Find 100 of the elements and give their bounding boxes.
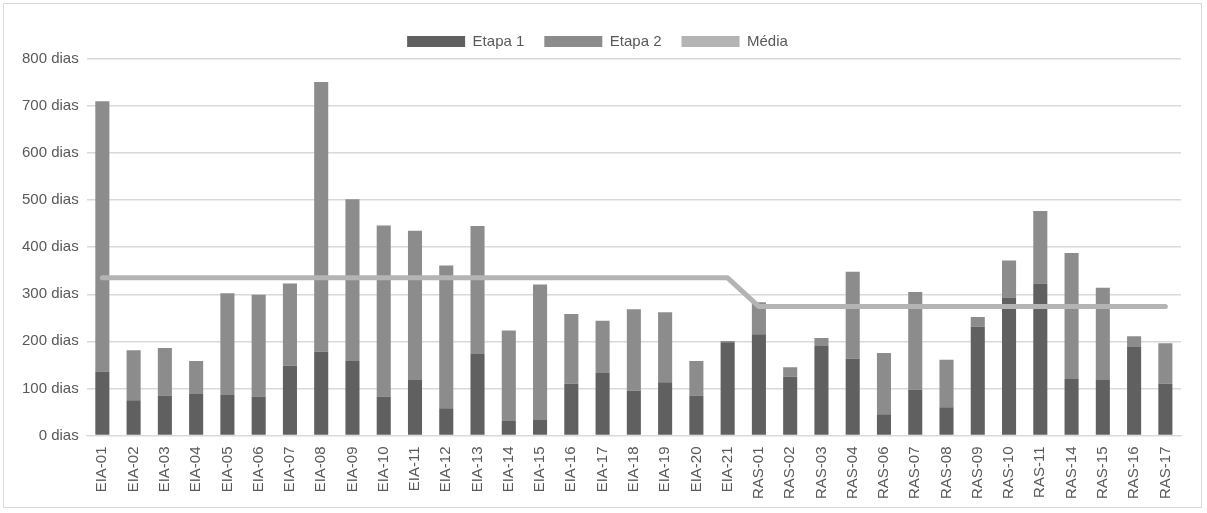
x-tick-label: EIA-15 <box>530 446 548 493</box>
x-tick-label: EIA-05 <box>217 446 235 493</box>
bar <box>1064 252 1079 380</box>
x-tick-label: RAS-08 <box>936 446 954 500</box>
bar <box>1158 383 1173 435</box>
y-tick-label: 400 dias <box>21 237 79 255</box>
x-tick-label: RAS-16 <box>1124 446 1142 500</box>
bar <box>970 316 985 327</box>
bar <box>626 390 641 435</box>
bar <box>658 382 673 435</box>
bar <box>470 226 485 355</box>
bar <box>939 359 954 408</box>
bar <box>251 294 266 397</box>
y-tick-label: 700 dias <box>21 96 79 114</box>
bar <box>95 371 110 435</box>
bar <box>1033 211 1048 284</box>
bar <box>1033 283 1048 435</box>
x-tick-label: RAS-03 <box>811 446 829 500</box>
bar <box>845 271 860 359</box>
x-tick-label: RAS-17 <box>1155 446 1173 500</box>
bar <box>407 379 423 435</box>
bar <box>314 82 329 352</box>
bar <box>845 358 860 435</box>
bar <box>220 395 235 435</box>
x-tick-label: EIA-01 <box>92 446 110 493</box>
x-tick-label: EIA-06 <box>248 446 266 493</box>
bar <box>314 351 329 435</box>
x-tick-label: EIA-21 <box>717 446 735 493</box>
bar <box>908 389 923 435</box>
bar <box>126 350 141 401</box>
bar <box>501 330 516 421</box>
bar <box>157 395 172 435</box>
x-tick-label: RAS-11 <box>1030 446 1048 498</box>
bar <box>1127 336 1142 348</box>
x-tick-label: RAS-14 <box>1061 446 1079 500</box>
bar <box>595 372 610 435</box>
bar <box>345 361 360 435</box>
bar <box>1127 347 1142 435</box>
x-tick-label: EIA-12 <box>436 446 454 493</box>
bar <box>783 367 798 377</box>
bar <box>470 354 485 435</box>
bar <box>1064 379 1079 435</box>
legend-label: Etapa 1 <box>472 31 525 49</box>
bar <box>376 225 391 397</box>
x-tick-label: EIA-17 <box>592 446 610 493</box>
bar <box>1095 379 1110 435</box>
x-tick-label: EIA-13 <box>467 446 485 493</box>
bar <box>720 342 735 435</box>
bar <box>282 365 297 435</box>
bar <box>157 347 172 396</box>
y-tick-label: 0 dias <box>38 425 79 443</box>
bar <box>282 283 297 366</box>
legend-label: Média <box>747 31 789 49</box>
y-tick-label: 600 dias <box>21 143 79 161</box>
x-tick-label: RAS-10 <box>999 446 1017 500</box>
bar <box>189 361 204 395</box>
x-tick-label: EIA-14 <box>498 446 516 493</box>
bar <box>814 346 829 435</box>
x-tick-label: EIA-18 <box>624 446 641 493</box>
bar <box>689 361 704 396</box>
x-tick-label: RAS-09 <box>967 446 985 500</box>
bar <box>564 314 579 384</box>
bar <box>501 420 516 435</box>
bar <box>126 400 141 435</box>
bar <box>1002 260 1017 298</box>
x-tick-label: EIA-10 <box>373 446 391 493</box>
bar <box>220 293 235 396</box>
bar <box>783 376 798 435</box>
bar <box>439 265 454 409</box>
bar <box>1158 343 1173 384</box>
x-tick-label: EIA-11 <box>405 446 423 492</box>
x-tick-label: EIA-04 <box>186 446 204 493</box>
bar <box>251 396 266 435</box>
x-tick-label: RAS-04 <box>842 446 860 500</box>
x-tick-label: EIA-03 <box>155 446 173 493</box>
bar <box>439 408 454 435</box>
y-tick-label: 800 dias <box>21 49 79 67</box>
bar <box>876 414 892 435</box>
bar <box>407 230 423 380</box>
x-tick-label: EIA-08 <box>311 446 329 493</box>
legend-label: Etapa 2 <box>609 31 662 49</box>
x-tick-label: RAS-07 <box>905 446 923 500</box>
bar <box>970 326 985 435</box>
bar <box>814 338 829 347</box>
bar <box>189 394 204 435</box>
bar <box>908 291 923 390</box>
x-tick-label: EIA-07 <box>280 446 298 493</box>
x-tick-label: RAS-15 <box>1092 446 1110 500</box>
bar <box>95 101 110 372</box>
bar <box>376 396 391 435</box>
x-tick-label: RAS-02 <box>780 446 798 500</box>
x-tick-label: EIA-19 <box>655 446 673 493</box>
x-tick-label: RAS-01 <box>749 446 767 500</box>
y-tick-label: 200 dias <box>21 331 79 349</box>
bar <box>595 320 610 373</box>
bar <box>345 199 360 362</box>
x-tick-label: EIA-02 <box>123 446 141 493</box>
bar <box>1095 287 1110 380</box>
y-tick-label: 300 dias <box>21 284 79 302</box>
bar <box>564 383 579 435</box>
